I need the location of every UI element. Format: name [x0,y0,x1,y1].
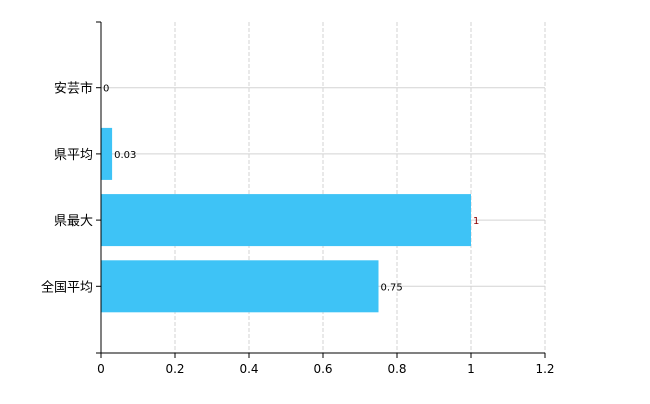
x-tick-label: 0 [97,362,105,376]
x-tick-label: 0.6 [313,362,332,376]
category-label: 全国平均 [41,279,93,295]
category-label: 県最大 [54,214,93,229]
bar [101,260,379,313]
x-tick-label: 0.2 [165,362,184,376]
data-label: 1 [473,216,479,227]
category-label: 県平均 [54,148,93,163]
data-label: 0 [103,84,109,95]
x-tick-label: 1.2 [535,362,554,376]
data-label: 0.03 [114,150,136,161]
x-tick-label: 0.8 [387,362,406,376]
x-tick-label: 1 [467,362,475,376]
bar [101,127,113,180]
data-label: 0.75 [381,282,403,293]
category-label: 安芸市 [54,81,93,97]
bar [101,194,471,247]
x-tick-label: 0.4 [239,362,258,376]
